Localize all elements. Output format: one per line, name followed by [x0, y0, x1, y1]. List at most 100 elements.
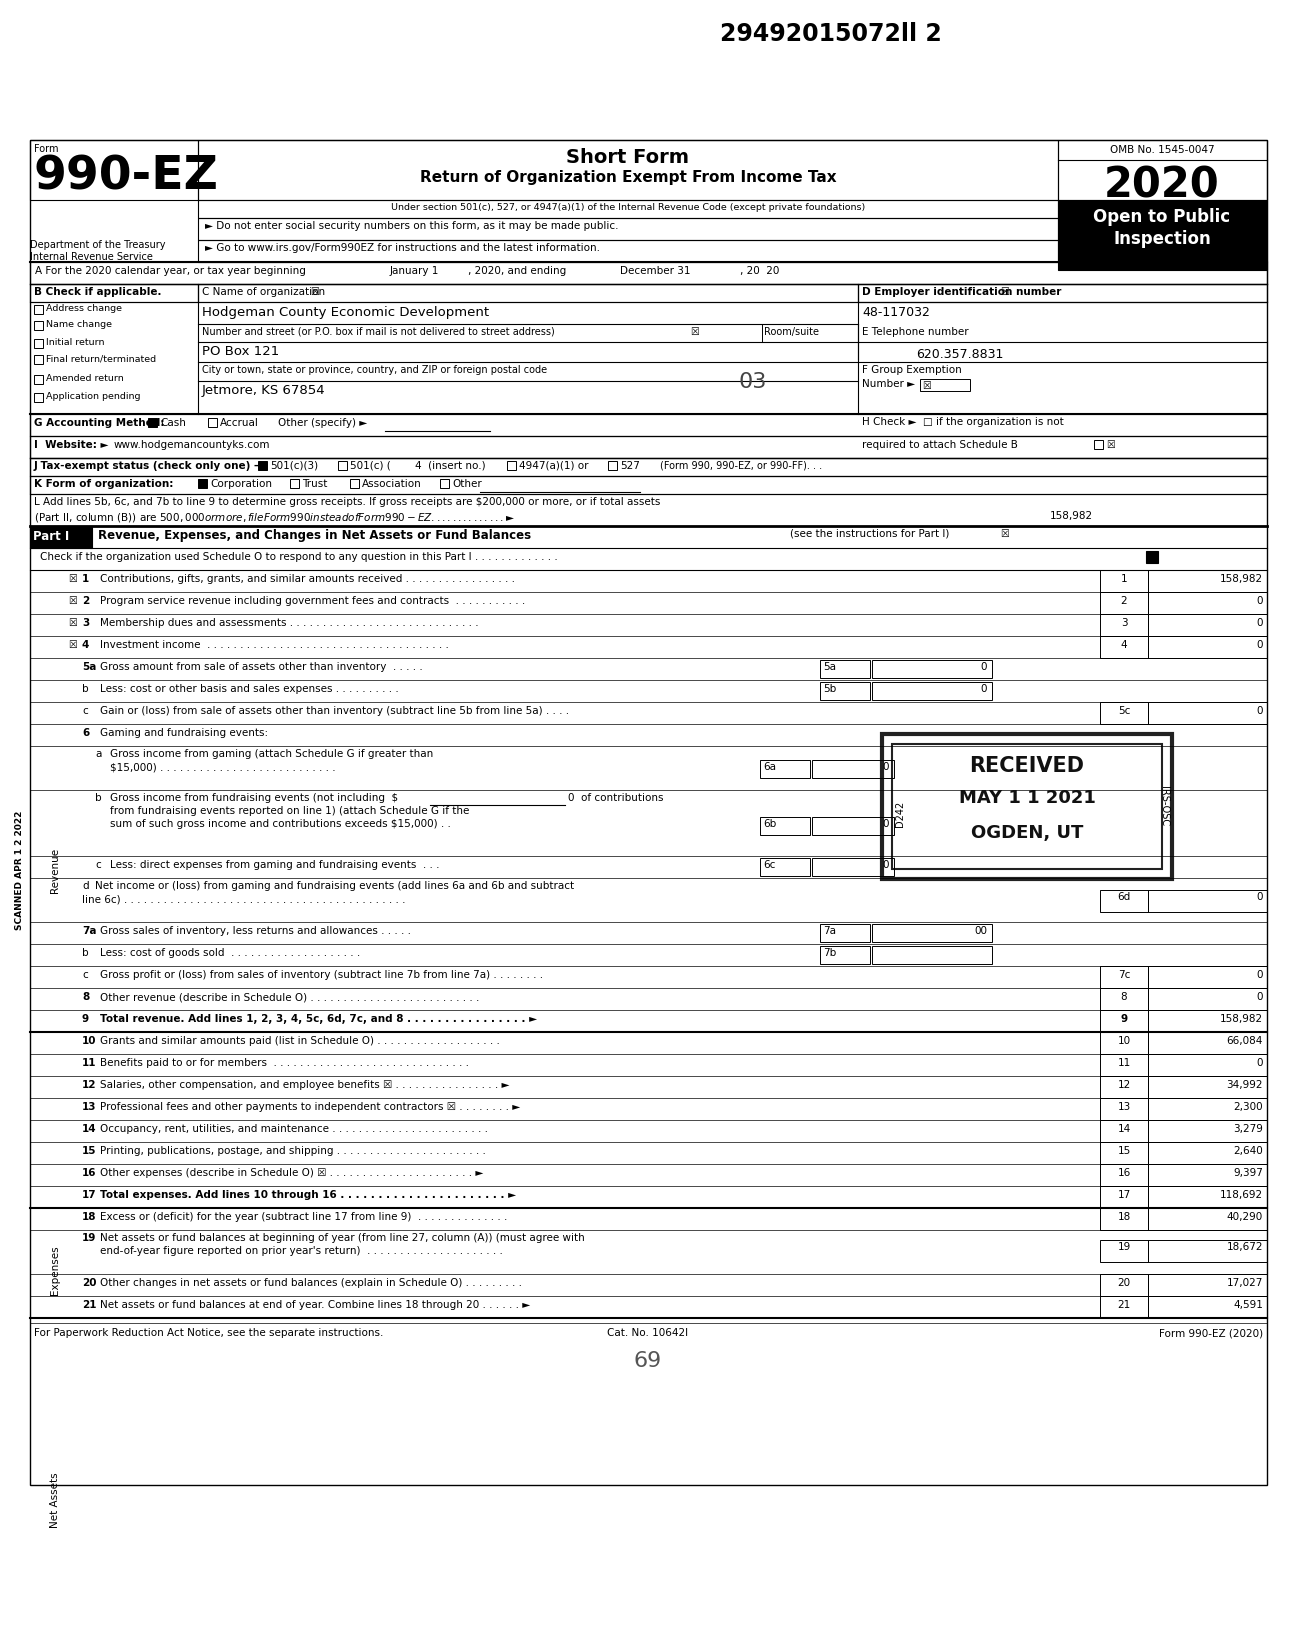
Bar [1100, 702, 1148, 724]
Text: 501(c) (: 501(c) ( [350, 461, 391, 470]
Text: Address change: Address change [45, 304, 122, 313]
Text: Other changes in net assets or fund balances (explain in Schedule O) . . . . . .: Other changes in net assets or fund bala… [100, 1278, 522, 1288]
Text: 0  of contributions: 0 of contributions [568, 793, 664, 803]
Text: 0: 0 [1257, 595, 1264, 605]
Text: 0: 0 [1257, 640, 1264, 650]
Text: 3: 3 [82, 619, 89, 628]
Text: Other (specify) ►: Other (specify) ► [279, 418, 367, 428]
Text: Form: Form [34, 145, 58, 155]
Bar [1100, 1186, 1148, 1207]
Text: Salaries, other compensation, and employee benefits ☒ . . . . . . . . . . . . . : Salaries, other compensation, and employ… [100, 1081, 509, 1091]
Text: 118,692: 118,692 [1220, 1189, 1264, 1199]
Text: 7c: 7c [1118, 971, 1130, 980]
Text: Net assets or fund balances at end of year. Combine lines 18 through 20 . . . . : Net assets or fund balances at end of ye… [100, 1300, 530, 1309]
Text: I  Website: ►: I Website: ► [34, 439, 109, 451]
Text: 03: 03 [737, 372, 766, 392]
Text: 3: 3 [1121, 619, 1128, 628]
Text: www.hodgemancountyks.com: www.hodgemancountyks.com [114, 439, 271, 451]
Text: sum of such gross income and contributions exceeds $15,000) . .: sum of such gross income and contributio… [110, 819, 451, 829]
Text: December 31: December 31 [619, 266, 691, 276]
Text: 18: 18 [1117, 1212, 1130, 1222]
Text: 17,027: 17,027 [1226, 1278, 1264, 1288]
Text: Jetmore, KS 67854: Jetmore, KS 67854 [202, 383, 325, 396]
Bar [1100, 1207, 1148, 1230]
Bar [1148, 890, 1267, 911]
Bar [207, 418, 216, 428]
Text: (see the instructions for Part I): (see the instructions for Part I) [791, 530, 950, 540]
Bar [34, 339, 43, 349]
Text: Room/suite: Room/suite [765, 327, 819, 337]
Bar [920, 378, 969, 392]
Text: Occupancy, rent, utilities, and maintenance . . . . . . . . . . . . . . . . . . : Occupancy, rent, utilities, and maintena… [100, 1124, 489, 1133]
Text: Gain or (loss) from sale of assets other than inventory (subtract line 5b from l: Gain or (loss) from sale of assets other… [100, 706, 569, 716]
Bar [1148, 702, 1267, 724]
Bar [34, 375, 43, 383]
Text: Association: Association [362, 479, 421, 489]
Text: 6c: 6c [763, 860, 775, 870]
Text: C Name of organization: C Name of organization [202, 286, 325, 298]
Text: c: c [82, 706, 88, 716]
Text: ☒: ☒ [1105, 439, 1115, 451]
Text: G Accounting Method:: G Accounting Method: [34, 418, 165, 428]
Bar [30, 526, 92, 548]
Text: MAY 1 1 2021: MAY 1 1 2021 [959, 790, 1095, 808]
Text: 0: 0 [1257, 971, 1264, 980]
Bar [1148, 1054, 1267, 1076]
Text: Membership dues and assessments . . . . . . . . . . . . . . . . . . . . . . . . : Membership dues and assessments . . . . … [100, 619, 478, 628]
Text: 17: 17 [1117, 1189, 1130, 1199]
Bar [1148, 1207, 1267, 1230]
Bar [872, 683, 991, 701]
Text: Gross profit or (loss) from sales of inventory (subtract line 7b from line 7a) .: Gross profit or (loss) from sales of inv… [100, 971, 543, 980]
Text: Initial return: Initial return [45, 337, 105, 347]
Text: Short Form: Short Form [566, 148, 689, 168]
Bar [759, 859, 810, 877]
Text: Gross sales of inventory, less returns and allowances . . . . .: Gross sales of inventory, less returns a… [100, 926, 411, 936]
Bar [1148, 1120, 1267, 1142]
Bar [290, 479, 299, 489]
Bar [759, 818, 810, 836]
Text: Investment income  . . . . . . . . . . . . . . . . . . . . . . . . . . . . . . .: Investment income . . . . . . . . . . . … [100, 640, 448, 650]
Bar [1100, 571, 1148, 592]
Text: 66,084: 66,084 [1226, 1036, 1264, 1046]
Text: 158,982: 158,982 [1050, 512, 1093, 521]
Text: 2,640: 2,640 [1234, 1147, 1264, 1156]
Text: Gross income from gaming (attach Schedule G if greater than: Gross income from gaming (attach Schedul… [110, 748, 433, 758]
Text: 9,397: 9,397 [1232, 1168, 1264, 1178]
Text: F Group Exemption: F Group Exemption [862, 365, 962, 375]
Text: 21: 21 [1117, 1300, 1130, 1309]
Text: Name change: Name change [45, 321, 111, 329]
Text: c: c [82, 971, 88, 980]
Text: B Check if applicable.: B Check if applicable. [34, 286, 162, 298]
Bar [34, 355, 43, 364]
Text: 19: 19 [1117, 1242, 1130, 1252]
Text: 4  (insert no.): 4 (insert no.) [415, 461, 486, 470]
Text: 16: 16 [82, 1168, 96, 1178]
Text: 9: 9 [1121, 1013, 1128, 1023]
Text: 5a: 5a [82, 661, 96, 673]
Bar [1148, 966, 1267, 989]
Text: 2,300: 2,300 [1234, 1102, 1264, 1112]
Bar [1100, 1010, 1148, 1031]
Bar [1100, 989, 1148, 1010]
Bar [258, 461, 267, 470]
Text: 6d: 6d [1117, 892, 1130, 901]
Text: c: c [95, 860, 101, 870]
Text: Cat. No. 10642I: Cat. No. 10642I [608, 1328, 688, 1337]
Text: Amended return: Amended return [45, 373, 123, 383]
Bar [198, 219, 1058, 240]
Text: ☒: ☒ [67, 574, 76, 584]
Text: 1: 1 [82, 574, 89, 584]
Bar [1100, 1273, 1148, 1296]
Text: 0: 0 [883, 860, 889, 870]
Text: 4947(a)(1) or: 4947(a)(1) or [518, 461, 588, 470]
Text: ► Go to www.irs.gov/Form990EZ for instructions and the latest information.: ► Go to www.irs.gov/Form990EZ for instru… [205, 243, 600, 253]
Bar [1100, 966, 1148, 989]
Text: OMB No. 1545-0047: OMB No. 1545-0047 [1109, 145, 1214, 155]
Bar [1094, 439, 1103, 449]
Text: b: b [82, 684, 88, 694]
Text: Gaming and fundraising events:: Gaming and fundraising events: [100, 729, 268, 739]
Text: 14: 14 [82, 1124, 97, 1133]
Text: line 6c) . . . . . . . . . . . . . . . . . . . . . . . . . . . . . . . . . . . .: line 6c) . . . . . . . . . . . . . . . .… [82, 893, 406, 905]
Text: 158,982: 158,982 [1220, 1013, 1264, 1023]
Text: 14: 14 [1117, 1124, 1130, 1133]
